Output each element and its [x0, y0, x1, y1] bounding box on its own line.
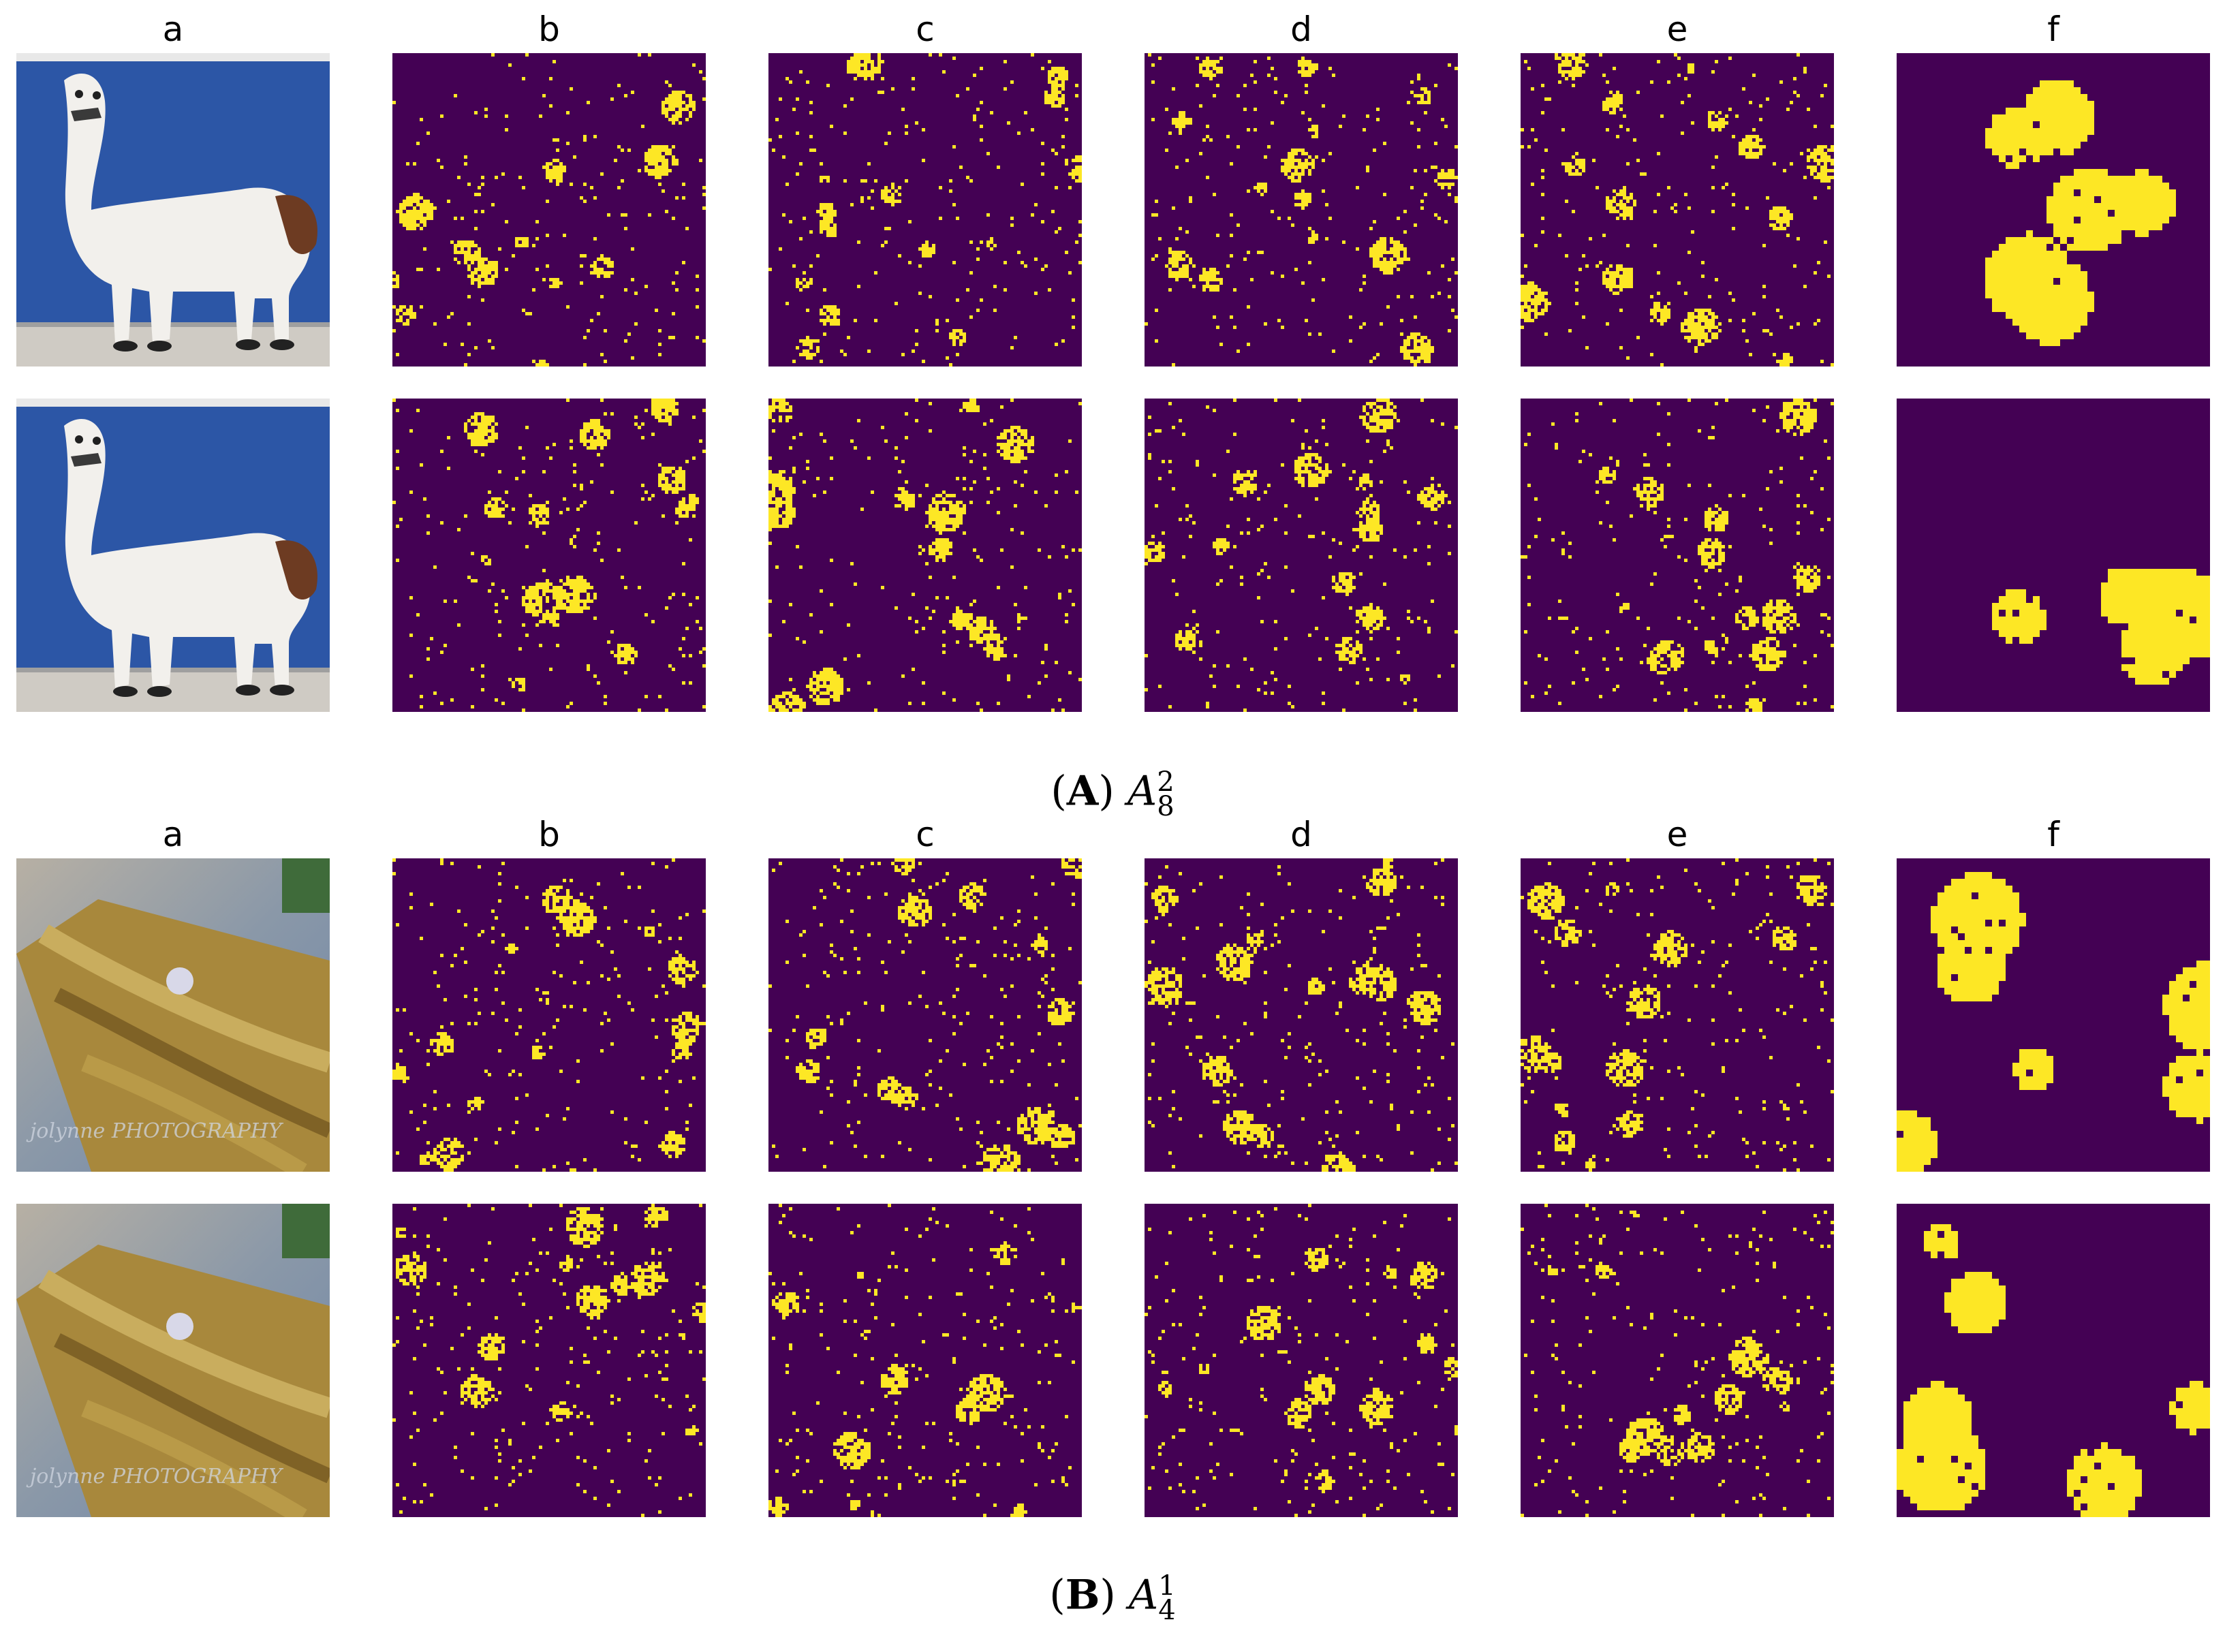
saliency-map-f-row3: [1897, 858, 2210, 1172]
column-label-f: f: [2047, 815, 2059, 854]
column-label-e: e: [1666, 815, 1688, 854]
broom-watermark: jolynne PHOTOGRAPHY: [26, 1119, 284, 1143]
saliency-map-b-row3: [392, 858, 706, 1172]
broom-watermark: jolynne PHOTOGRAPHY: [26, 1465, 284, 1489]
broom-photo-row1: jolynne PHOTOGRAPHY: [16, 858, 330, 1172]
column-label-e: e: [1666, 10, 1688, 49]
saliency-map-c-row3: [768, 858, 1082, 1172]
saliency-map-e-row2: [1521, 399, 1834, 712]
saliency-map-e-row1: [1521, 53, 1834, 367]
saliency-map-f-row4: [1897, 1204, 2210, 1517]
saliency-map-d-row4: [1145, 1204, 1458, 1517]
broom-photo-row2: jolynne PHOTOGRAPHY: [16, 1204, 330, 1517]
saliency-map-e-row4: [1521, 1204, 1834, 1517]
saliency-map-b-row1: [392, 53, 706, 367]
saliency-map-f-row1: [1897, 53, 2210, 367]
saliency-map-d-row3: [1145, 858, 1458, 1172]
saliency-map-b-row4: [392, 1204, 706, 1517]
saliency-map-b-row2: [392, 399, 706, 712]
column-label-f: f: [2047, 10, 2059, 49]
saliency-map-d-row1: [1145, 53, 1458, 367]
saliency-map-e-row3: [1521, 858, 1834, 1172]
saliency-map-c-row2: [768, 399, 1082, 712]
column-label-a: a: [162, 10, 184, 49]
column-label-d: d: [1290, 815, 1312, 854]
column-label-a: a: [162, 815, 184, 854]
llama-photo-row2: [16, 399, 330, 712]
llama-photo-row1: [16, 53, 330, 367]
saliency-map-c-row1: [768, 53, 1082, 367]
column-label-b: b: [538, 815, 560, 854]
saliency-map-c-row4: [768, 1204, 1082, 1517]
column-label-d: d: [1290, 10, 1312, 49]
column-label-b: b: [538, 10, 560, 49]
saliency-map-f-row2: [1897, 399, 2210, 712]
saliency-map-d-row2: [1145, 399, 1458, 712]
column-label-c: c: [916, 815, 935, 854]
column-label-c: c: [916, 10, 935, 49]
